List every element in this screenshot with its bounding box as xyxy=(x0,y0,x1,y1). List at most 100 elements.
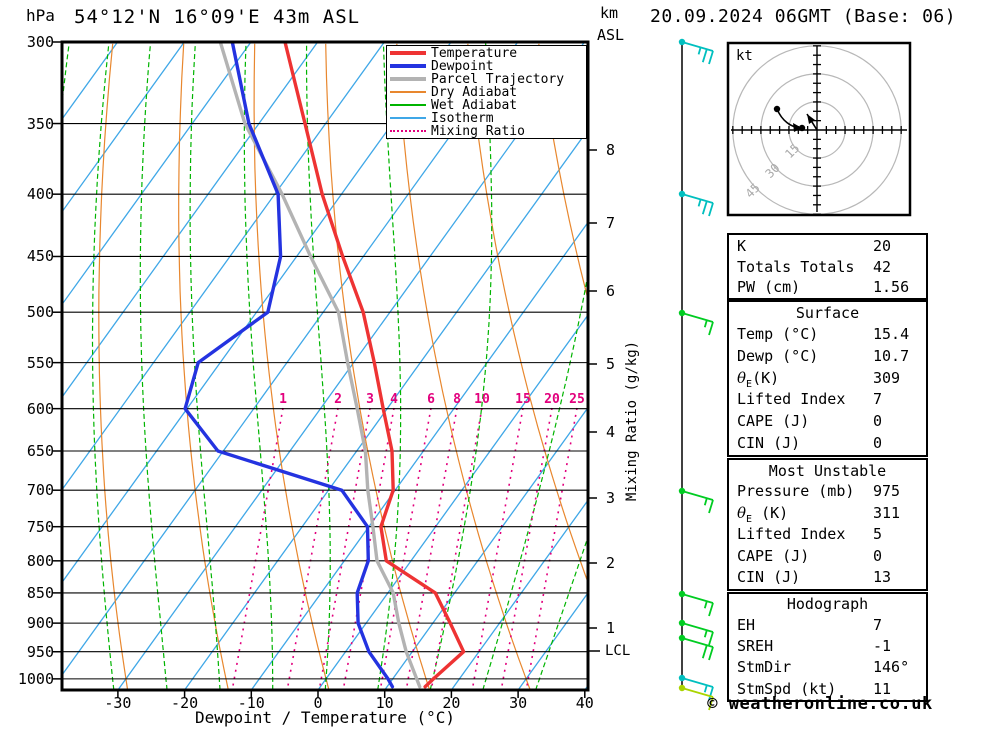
isotherm-line xyxy=(384,406,588,690)
row-label: EH xyxy=(737,615,756,634)
pressure-label-800: 800 xyxy=(26,551,54,570)
table-row: SREH -1 xyxy=(729,636,926,656)
legend-swatch xyxy=(390,91,426,93)
wet-adiabat-line xyxy=(482,270,588,690)
wind-barb-1000hpa xyxy=(678,674,714,701)
row-value: 975 xyxy=(873,482,901,501)
table-row: Temp (°C) 15.4 xyxy=(729,324,926,344)
indices-table-hodograph: Hodograph EH 7 SREH -1 StmDir 146° StmSpd (kt) 1… xyxy=(727,592,928,702)
wind-barb-500hpa xyxy=(678,309,714,336)
table-row: K 20 xyxy=(729,236,926,256)
mixing-ratio-line xyxy=(430,407,483,690)
pressure-label-850: 850 xyxy=(26,583,54,602)
row-value: 13 xyxy=(873,568,892,587)
row-label: Totals Totals xyxy=(737,257,855,276)
table-row: CAPE (J) 0 xyxy=(729,546,926,566)
legend-item: Wet Adiabat xyxy=(387,97,586,113)
legend-item: Dewpoint xyxy=(387,59,586,74)
table-row: Lifted Index 5 xyxy=(729,524,926,544)
pressure-label-300: 300 xyxy=(26,33,54,51)
wet-adiabat-line xyxy=(139,42,168,690)
row-label: CAPE (J) xyxy=(737,412,810,431)
pressure-label-750: 750 xyxy=(26,517,54,536)
row-value: 5 xyxy=(873,525,883,544)
row-label: θE (K) xyxy=(737,503,789,525)
height-axis-unit-km: km xyxy=(600,4,619,22)
height-axis-unit-asl: ASL xyxy=(597,26,625,44)
mixing-ratio-label-15: 15 xyxy=(515,392,531,407)
table-row: CIN (J) 13 xyxy=(729,567,926,587)
legend-label: Isotherm xyxy=(431,110,494,126)
row-label: StmDir xyxy=(737,658,792,677)
wet-adiabat-line xyxy=(535,535,588,690)
row-label: StmSpd (kt) xyxy=(737,679,837,698)
mixing-ratio-label-20: 20 xyxy=(544,392,560,407)
legend-swatch xyxy=(390,64,426,68)
km-label-2: 2 xyxy=(606,554,616,572)
row-value: -1 xyxy=(873,636,892,655)
table-row: Lifted Index 7 xyxy=(729,389,926,409)
indices-table-most-unstable: Most Unstable Pressure (mb) 975 θE (K) 311 Li… xyxy=(727,458,928,591)
indices-table-surface: Surface Temp (°C) 15.4 Dewp (°C) 10.7 θE(K) 30… xyxy=(727,300,928,457)
wind-barb-925hpa xyxy=(678,634,714,661)
row-label: SREH xyxy=(737,636,774,655)
mixing-ratio-line xyxy=(318,407,371,690)
plot-border xyxy=(60,40,590,692)
row-label: CIN (J) xyxy=(737,568,801,587)
isotherm-line xyxy=(250,221,588,690)
mixing-ratio-label-4: 4 xyxy=(390,392,398,407)
row-value: 0 xyxy=(873,434,883,453)
km-label-5: 5 xyxy=(606,355,616,373)
mixing-ratio-line xyxy=(525,407,578,690)
dewpoint-curve xyxy=(183,42,395,689)
legend-label: Mixing Ratio xyxy=(431,123,525,139)
table-row: Pressure (mb) 975 xyxy=(729,481,926,501)
row-label: Lifted Index xyxy=(737,525,846,544)
row-label: Lifted Index xyxy=(737,390,846,409)
wet-adiabat-line xyxy=(189,42,221,690)
km-label-1: 1 xyxy=(606,619,616,637)
mixing-ratio-line xyxy=(231,407,284,690)
hodograph-unit-label: kt xyxy=(736,48,753,64)
legend-label: Wet Adiabat xyxy=(431,97,518,113)
row-value: 7 xyxy=(873,615,883,634)
temperature-label--10: -10 xyxy=(237,694,265,712)
temperature-curve xyxy=(283,42,466,689)
row-value: 10.7 xyxy=(873,346,910,365)
wind-barb-900hpa xyxy=(678,619,714,646)
isotherm-line xyxy=(450,499,588,690)
mixing-ratio-line xyxy=(286,407,339,690)
wind-barb-400hpa xyxy=(678,190,714,217)
legend-swatch xyxy=(390,130,426,132)
wet-adiabat-line xyxy=(429,42,493,690)
temperature-label-0: 0 xyxy=(313,694,323,712)
row-value: 1.56 xyxy=(873,278,910,297)
row-value: 311 xyxy=(873,503,901,522)
km-label-7: 7 xyxy=(606,214,616,232)
legend-item: Mixing Ratio xyxy=(387,123,586,139)
temperature-axis-title: Dewpoint / Temperature (°C) xyxy=(194,708,456,727)
row-value: 0 xyxy=(873,412,883,431)
parcel-trajectory-curve xyxy=(218,42,422,689)
mixing-ratio-axis-title: Mixing Ratio (g/kg) xyxy=(624,340,640,502)
isotherm-line xyxy=(317,313,588,690)
hodograph-ring-label: 30 xyxy=(762,161,782,181)
wind-barb-700hpa xyxy=(678,487,714,514)
mixing-ratio-line xyxy=(405,407,458,690)
isotherm-line xyxy=(62,42,185,213)
dry-adiabat-line xyxy=(325,43,431,690)
credit-link[interactable]: © weatheronline.co.uk xyxy=(707,694,933,714)
pressure-label-650: 650 xyxy=(26,441,54,460)
wind-barb-850hpa xyxy=(678,590,714,617)
hodograph-border xyxy=(726,41,912,217)
row-value: 11 xyxy=(873,679,892,698)
isotherm-line xyxy=(62,42,519,677)
temperature-label--20: -20 xyxy=(171,694,199,712)
hodograph-dot xyxy=(798,124,806,132)
mixing-ratio-label-25: 25 xyxy=(569,392,585,407)
row-label: θE(K) xyxy=(737,368,780,390)
mixing-ratio-line xyxy=(342,407,395,690)
wet-adiabat-line xyxy=(91,42,115,690)
